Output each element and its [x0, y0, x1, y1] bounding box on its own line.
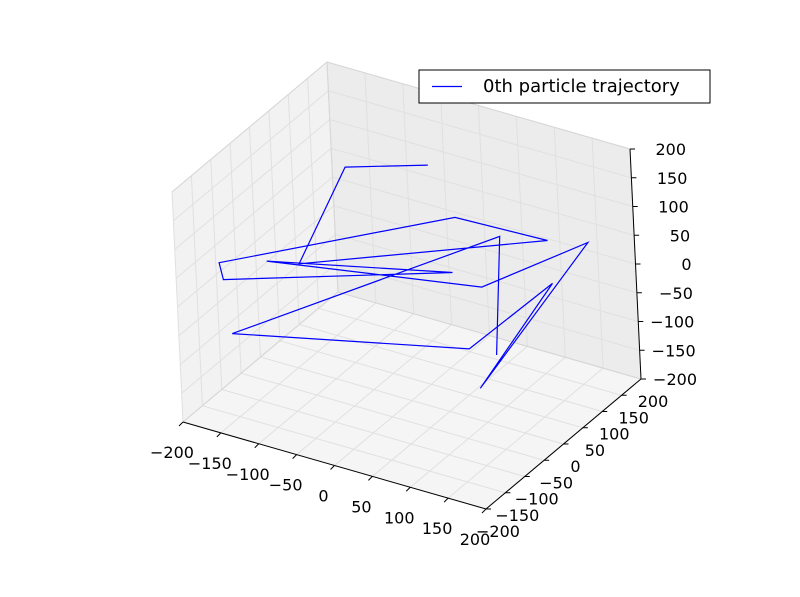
- x-tick: [330, 465, 335, 470]
- axes-panes: [172, 62, 641, 509]
- x-tick-label: −50: [269, 476, 303, 495]
- x-tick: [481, 508, 487, 514]
- y-tick-label: −100: [515, 490, 559, 509]
- z-tick-label: −150: [652, 341, 696, 360]
- x-tick-label: 0: [318, 487, 328, 506]
- pane-corner-edge: [326, 61, 339, 293]
- z-tick-label: 150: [657, 169, 688, 188]
- legend-label: 0th particle trajectory: [483, 76, 680, 97]
- y-tick-label: −150: [495, 506, 539, 525]
- x-tick-label: 200: [460, 530, 491, 549]
- y-tick-label: −50: [539, 473, 573, 492]
- axes-ticks: [178, 148, 646, 514]
- z-tick-label: −200: [653, 370, 697, 389]
- x-tick: [178, 421, 184, 427]
- y-tick-label: −200: [476, 522, 520, 541]
- axes-tick-labels: −200−150−100−50050100150200−200−150−100−…: [150, 140, 697, 549]
- z-tick-label: 200: [655, 140, 686, 159]
- y-tick-label: 100: [599, 425, 630, 444]
- z-tick-label: 50: [670, 226, 690, 245]
- x-tick-label: −100: [226, 465, 270, 484]
- x-tick: [405, 486, 411, 492]
- legend: 0th particle trajectory: [418, 69, 711, 104]
- z-tick-label: 100: [658, 198, 689, 217]
- series-layer: [218, 164, 590, 389]
- y-tick-label: 200: [638, 392, 669, 411]
- x-tick-label: 100: [384, 508, 415, 527]
- z-tick-label: 0: [681, 255, 691, 274]
- x-tick: [254, 443, 260, 449]
- y-tick-label: 150: [618, 408, 649, 427]
- z-tick-label: −100: [650, 313, 694, 332]
- series-line-trajectory: [218, 164, 590, 389]
- x-tick: [443, 497, 449, 503]
- legend-box: [418, 69, 711, 104]
- x-tick-label: 50: [351, 497, 371, 516]
- y-tick-label: 50: [585, 441, 605, 460]
- x-tick-label: −150: [188, 454, 232, 473]
- x-tick: [216, 432, 222, 438]
- x-tick-label: −200: [150, 443, 194, 462]
- x-tick: [292, 454, 297, 459]
- x-tick-label: 150: [422, 519, 453, 538]
- x-tick: [368, 476, 373, 481]
- y-tick-label: 0: [570, 457, 580, 476]
- z-tick-label: −50: [659, 284, 693, 303]
